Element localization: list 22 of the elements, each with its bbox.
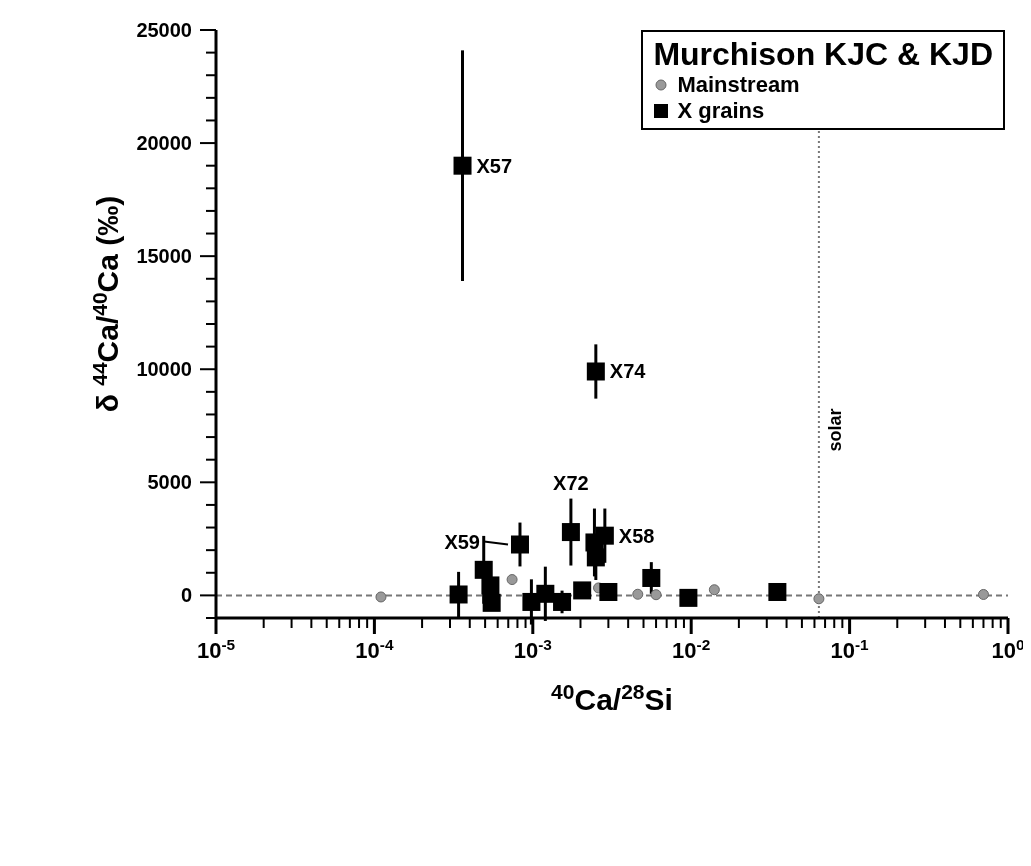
x-tick-label: 10$^{-4}$ bbox=[355, 635, 394, 663]
y-tick-label: 10000 bbox=[136, 358, 192, 381]
x-tick-label: 10$^{-2}$ bbox=[672, 635, 711, 663]
annotation: X72 bbox=[553, 472, 589, 495]
x-tick-label: 10$^{-3}$ bbox=[513, 635, 552, 663]
legend-title: Murchison KJC & KJD bbox=[653, 36, 993, 72]
ref-line-label: solar bbox=[824, 408, 845, 452]
x-tick-label: 10$^{-1}$ bbox=[830, 635, 870, 663]
legend-label: X grains bbox=[677, 98, 765, 124]
y-tick-label: 20000 bbox=[136, 132, 192, 155]
x-tick-label: 10$^{0}$ bbox=[991, 635, 1025, 663]
legend-label: Mainstream bbox=[677, 72, 800, 98]
annotation: X58 bbox=[618, 524, 655, 547]
y-tick-label: 0 bbox=[180, 584, 192, 607]
annotation: X59 bbox=[444, 530, 480, 553]
x-tick-label: 10$^{-5}$ bbox=[196, 635, 236, 663]
x-axis-title: $^{40}$Ca/$^{28}$Si bbox=[551, 679, 673, 716]
annotation: X74 bbox=[609, 360, 647, 383]
y-tick-label: 5000 bbox=[147, 471, 192, 494]
y-tick-label: 25000 bbox=[136, 19, 192, 41]
y-tick-label: 15000 bbox=[136, 245, 192, 268]
annotation: X57 bbox=[476, 154, 513, 177]
